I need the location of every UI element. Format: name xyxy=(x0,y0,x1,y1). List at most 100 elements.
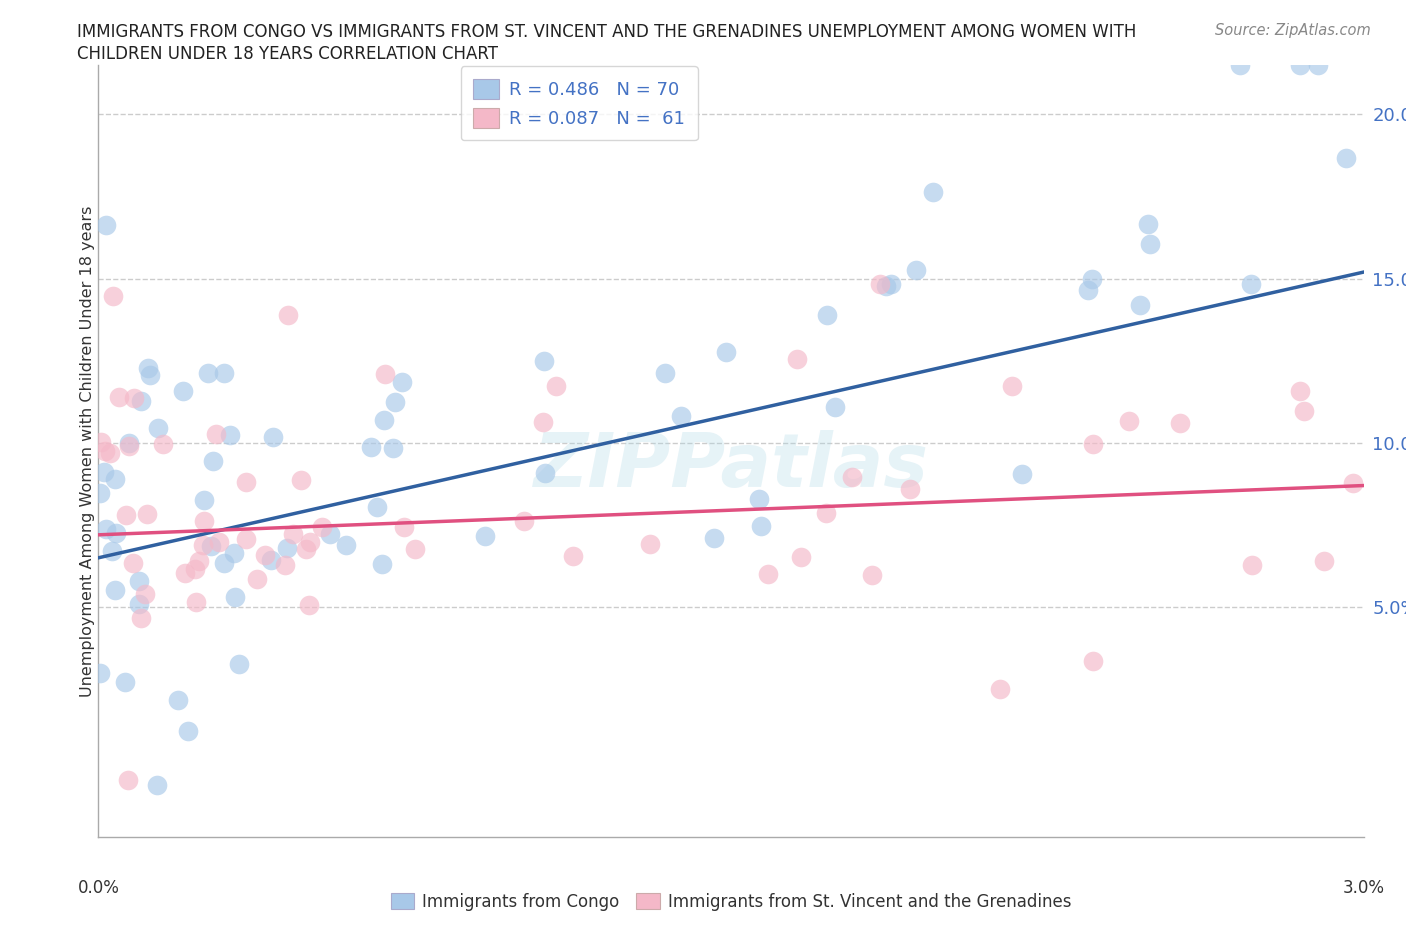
Point xyxy=(391,375,413,390)
Point xyxy=(374,366,396,381)
Point xyxy=(104,472,127,486)
Point xyxy=(146,420,169,435)
Text: Source: ZipAtlas.com: Source: ZipAtlas.com xyxy=(1215,23,1371,38)
Point xyxy=(1137,217,1160,232)
Point xyxy=(104,582,127,597)
Point xyxy=(533,353,555,368)
Point xyxy=(298,598,321,613)
Point xyxy=(177,724,200,738)
Point xyxy=(208,535,231,550)
Point xyxy=(335,538,357,552)
Point xyxy=(860,567,883,582)
Point xyxy=(748,492,770,507)
Point xyxy=(188,553,211,568)
Point xyxy=(193,513,215,528)
Point xyxy=(197,365,219,380)
Point xyxy=(96,218,118,232)
Y-axis label: Unemployment Among Women with Children Under 18 years: Unemployment Among Women with Children U… xyxy=(80,206,94,697)
Point xyxy=(1077,283,1099,298)
Point xyxy=(1292,403,1315,418)
Point xyxy=(94,444,117,458)
Point xyxy=(1001,379,1024,393)
Point xyxy=(512,513,534,528)
Point xyxy=(299,535,322,550)
Point xyxy=(875,278,897,293)
Point xyxy=(94,522,117,537)
Point xyxy=(290,472,312,487)
Point xyxy=(880,277,903,292)
Text: IMMIGRANTS FROM CONGO VS IMMIGRANTS FROM ST. VINCENT AND THE GRENADINES UNEMPLOY: IMMIGRANTS FROM CONGO VS IMMIGRANTS FROM… xyxy=(77,23,1136,41)
Point xyxy=(191,538,214,552)
Point xyxy=(319,527,342,542)
Point xyxy=(212,365,235,380)
Text: 3.0%: 3.0% xyxy=(1343,879,1385,897)
Point xyxy=(212,556,235,571)
Point xyxy=(814,506,837,521)
Point xyxy=(136,507,159,522)
Point xyxy=(370,557,392,572)
Point xyxy=(184,594,207,609)
Point xyxy=(122,391,145,405)
Point xyxy=(714,345,737,360)
Point xyxy=(311,520,333,535)
Point xyxy=(366,499,388,514)
Point xyxy=(104,525,127,540)
Point xyxy=(260,553,283,568)
Point xyxy=(360,439,382,454)
Point xyxy=(136,361,159,376)
Point xyxy=(1168,416,1191,431)
Point xyxy=(294,541,316,556)
Point xyxy=(228,657,250,671)
Point xyxy=(283,526,305,541)
Point xyxy=(139,368,162,383)
Point xyxy=(235,475,257,490)
Point xyxy=(756,566,779,581)
Point xyxy=(654,365,676,380)
Point xyxy=(544,379,567,393)
Point xyxy=(202,454,225,469)
Point xyxy=(1313,553,1336,568)
Point xyxy=(115,507,138,522)
Point xyxy=(167,692,190,707)
Point xyxy=(262,430,284,445)
Point xyxy=(1129,297,1152,312)
Point xyxy=(404,541,426,556)
Point xyxy=(117,773,139,788)
Point xyxy=(790,550,813,565)
Point xyxy=(786,352,808,366)
Point xyxy=(204,426,226,441)
Point xyxy=(101,288,124,303)
Point xyxy=(118,435,141,450)
Point xyxy=(988,681,1011,696)
Point xyxy=(273,558,295,573)
Point xyxy=(1118,414,1140,429)
Point xyxy=(222,546,245,561)
Point xyxy=(904,263,927,278)
Point xyxy=(533,465,555,480)
Point xyxy=(93,465,115,480)
Point xyxy=(1240,557,1263,572)
Point xyxy=(1011,467,1033,482)
Point xyxy=(129,610,152,625)
Point xyxy=(118,439,141,454)
Point xyxy=(373,412,395,427)
Point xyxy=(132,841,155,856)
Point xyxy=(128,574,150,589)
Point xyxy=(869,276,891,291)
Point xyxy=(392,520,415,535)
Point xyxy=(145,777,167,792)
Point xyxy=(89,485,111,500)
Point xyxy=(246,571,269,586)
Point xyxy=(114,675,136,690)
Point xyxy=(1289,383,1312,398)
Point xyxy=(841,470,863,485)
Point xyxy=(384,394,406,409)
Point xyxy=(277,308,299,323)
Point xyxy=(1341,476,1364,491)
Point xyxy=(235,532,257,547)
Point xyxy=(254,548,277,563)
Point xyxy=(669,408,692,423)
Point xyxy=(815,308,838,323)
Point xyxy=(1139,236,1161,251)
Legend: Immigrants from Congo, Immigrants from St. Vincent and the Grenadines: Immigrants from Congo, Immigrants from S… xyxy=(384,886,1078,917)
